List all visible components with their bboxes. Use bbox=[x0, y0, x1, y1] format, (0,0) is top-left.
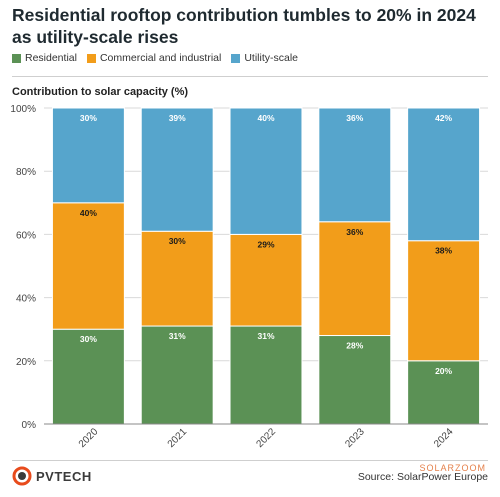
bar-segment bbox=[229, 107, 303, 235]
bar-segment bbox=[318, 221, 392, 337]
pvtech-logo-text: PVTECH bbox=[36, 468, 92, 484]
data-label: 39% bbox=[169, 113, 186, 123]
bar-segment bbox=[318, 335, 392, 425]
data-label: 30% bbox=[80, 113, 97, 123]
chart-title: Residential rooftop contribution tumbles… bbox=[12, 5, 476, 47]
legend: Residential Commercial and industrial Ut… bbox=[12, 52, 298, 64]
x-tick-label: 2020 bbox=[77, 426, 101, 450]
data-label: 42% bbox=[435, 113, 452, 123]
bar-segment bbox=[140, 107, 214, 232]
data-label: 38% bbox=[435, 246, 452, 256]
y-tick-label: 40% bbox=[16, 294, 36, 305]
x-tick-label: 2021 bbox=[166, 426, 190, 450]
data-label: 36% bbox=[346, 113, 363, 123]
legend-item-commercial: Commercial and industrial bbox=[86, 52, 222, 64]
y-axis-title: Contribution to solar capacity (%) bbox=[12, 86, 189, 98]
data-label: 28% bbox=[346, 341, 363, 351]
data-label: 20% bbox=[435, 366, 452, 376]
legend-swatch-commercial bbox=[86, 53, 96, 63]
bar-segment bbox=[407, 240, 481, 362]
footer-divider bbox=[12, 460, 488, 461]
data-label: 40% bbox=[257, 113, 274, 123]
bar-segment bbox=[407, 360, 481, 425]
bar-segment bbox=[318, 107, 392, 223]
y-tick-label: 80% bbox=[16, 167, 36, 178]
legend-label-commercial: Commercial and industrial bbox=[99, 52, 222, 64]
y-tick-label: 60% bbox=[16, 230, 36, 241]
y-tick-label: 100% bbox=[10, 104, 36, 115]
legend-swatch-utility bbox=[231, 53, 241, 63]
source-note: Source: SolarPower Europe bbox=[357, 471, 488, 483]
bar-segment bbox=[229, 233, 303, 327]
x-tick-label: 2024 bbox=[432, 426, 456, 450]
bar-segment bbox=[140, 230, 214, 327]
x-tick-label: 2022 bbox=[255, 426, 279, 450]
watermark: SOLARZOOM bbox=[419, 463, 486, 473]
stacked-bar-chart: 0% 20% 40% 60% 80% 100% 30% 40% 30% 2020 31% 30% 39%… bbox=[10, 104, 488, 450]
pvtech-logo: PVTECH bbox=[12, 466, 92, 486]
data-label: 40% bbox=[80, 208, 97, 218]
legend-item-utility: Utility-scale bbox=[231, 52, 298, 64]
bar-segment bbox=[51, 107, 125, 204]
x-tick-label: 2023 bbox=[343, 426, 367, 450]
legend-swatch-residential bbox=[12, 53, 21, 63]
legend-label-utility: Utility-scale bbox=[244, 52, 299, 64]
data-label: 30% bbox=[80, 334, 97, 344]
pvtech-logo-icon bbox=[12, 466, 32, 486]
data-label: 36% bbox=[346, 227, 363, 237]
y-tick-label: 20% bbox=[16, 357, 36, 368]
legend-item-residential: Residential bbox=[12, 52, 77, 64]
data-label: 30% bbox=[169, 236, 186, 246]
header-divider bbox=[12, 76, 488, 77]
bar-segment bbox=[407, 107, 481, 242]
data-label: 31% bbox=[257, 331, 274, 341]
legend-label-residential: Residential bbox=[25, 52, 77, 64]
data-label: 29% bbox=[257, 239, 274, 249]
data-label: 31% bbox=[169, 331, 186, 341]
bar-segment bbox=[51, 202, 125, 330]
bar-segment bbox=[51, 328, 125, 425]
y-tick-label: 0% bbox=[22, 420, 37, 431]
